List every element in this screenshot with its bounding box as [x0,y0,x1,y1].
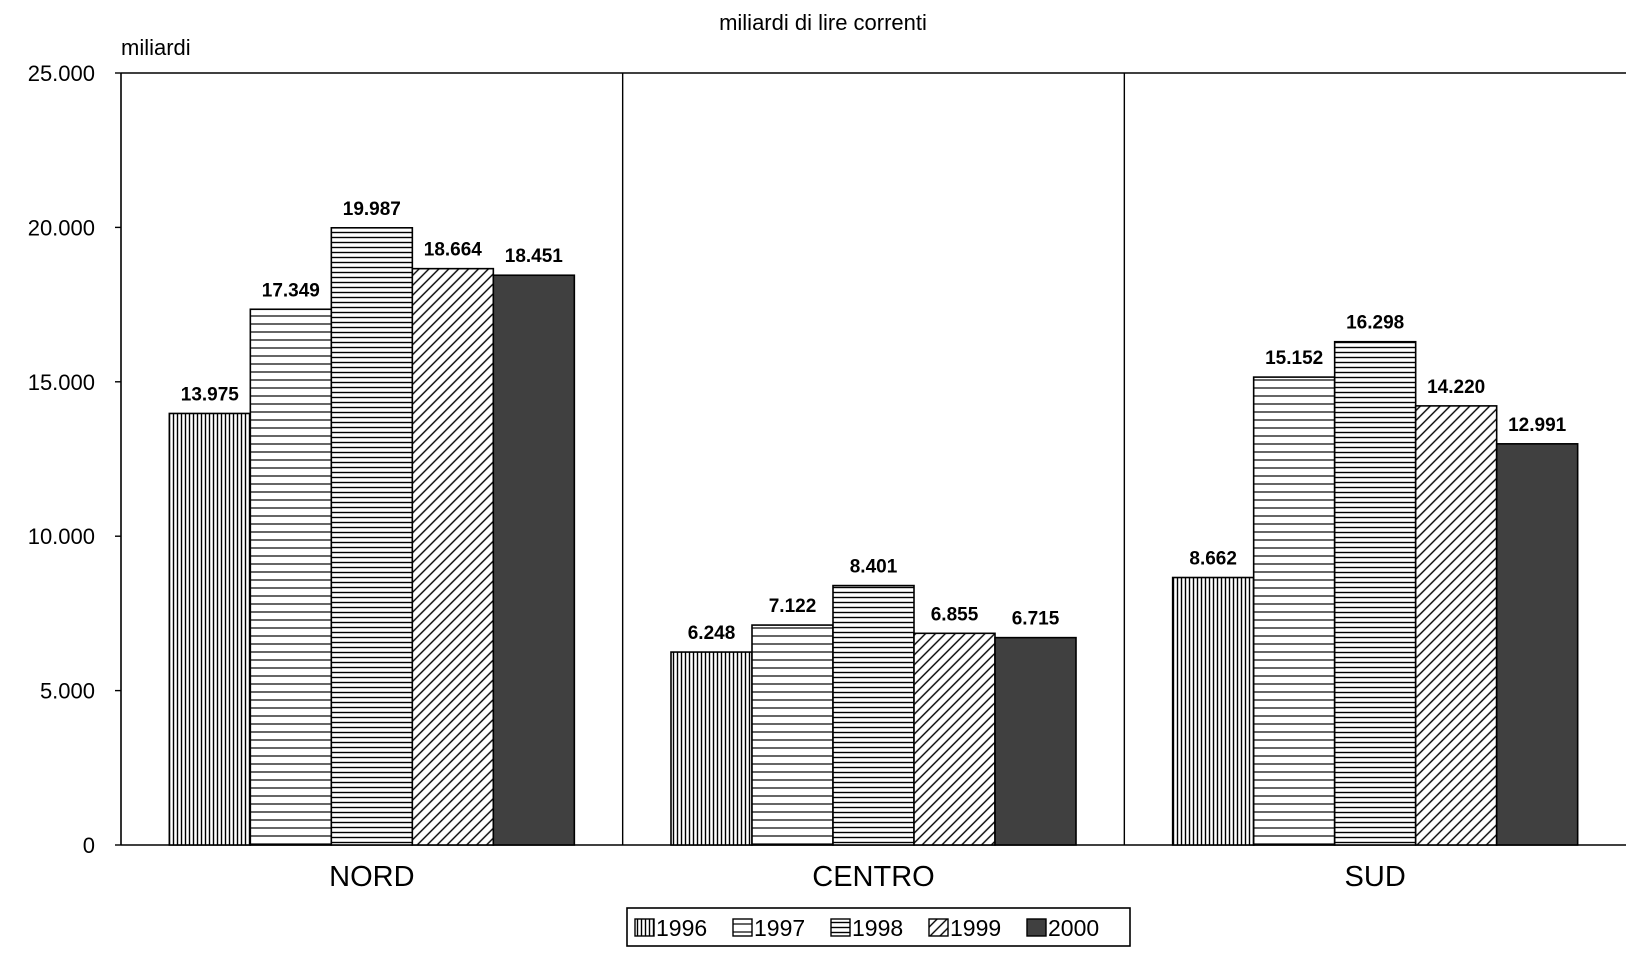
category-label: CENTRO [812,861,934,893]
y-axis-unit-label: miliardi [121,35,191,60]
data-label: 8.401 [850,557,898,578]
bar-1999-nord [411,267,495,846]
legend-label-2000: 2000 [1048,915,1099,941]
data-label: 18.451 [505,246,564,267]
data-label: 18.664 [424,240,483,261]
category-label: SUD [1345,861,1406,893]
legend: 1996 1997 1998 1999 2000 [626,907,1131,947]
data-label: 15.152 [1265,348,1323,369]
bar-1997-nord [249,308,333,846]
legend-swatch-1999 [928,918,949,937]
bar-1997-centro [751,624,834,846]
bar-1996-sud [1171,576,1255,846]
bar-1996-centro [670,651,753,846]
bar-1998-sud [1333,340,1417,846]
y-tick-label: 0 [83,833,95,858]
chart-title: miliardi di lire correnti [719,10,927,35]
data-label: 17.349 [262,280,320,301]
data-label: 14.220 [1427,377,1485,398]
y-tick-label: 5.000 [40,679,95,704]
data-label: 16.298 [1346,313,1404,334]
bar-1997-sud [1252,376,1336,846]
y-tick-label: 10.000 [28,524,95,549]
y-tick-label: 25.000 [28,61,95,86]
bar-1999-centro [913,632,996,846]
legend-swatch-1997 [732,918,753,937]
legend-label-1999: 1999 [950,915,1001,941]
category-label: NORD [329,861,414,893]
bar-2000-centro [994,636,1077,846]
data-label: 6.855 [931,604,979,625]
data-label: 6.248 [688,623,736,644]
data-label: 6.715 [1012,609,1060,630]
legend-swatch-1998 [830,918,851,937]
data-label: 13.975 [181,384,240,405]
bar-1998-nord [330,227,414,846]
data-label: 8.662 [1189,549,1237,570]
y-tick-label: 20.000 [28,215,95,240]
bar-2000-sud [1495,443,1579,846]
bar-2000-nord [492,274,576,846]
legend-swatch-2000 [1026,918,1047,937]
plot-area: 0 5.000 10.000 15.000 20.000 25.000 13.975 17.3… [28,61,1626,893]
bar-1999-sud [1414,405,1498,846]
data-label: 7.122 [769,596,817,617]
legend-label-1996: 1996 [656,915,707,941]
data-label: 19.987 [343,199,401,220]
y-tick-label: 15.000 [28,370,95,395]
legend-label-1998: 1998 [852,915,903,941]
legend-swatch-1996 [634,918,655,937]
legend-label-1997: 1997 [754,915,805,941]
bar-1996-nord [168,412,252,846]
bar-1998-centro [832,584,915,846]
data-label: 12.991 [1508,415,1567,436]
